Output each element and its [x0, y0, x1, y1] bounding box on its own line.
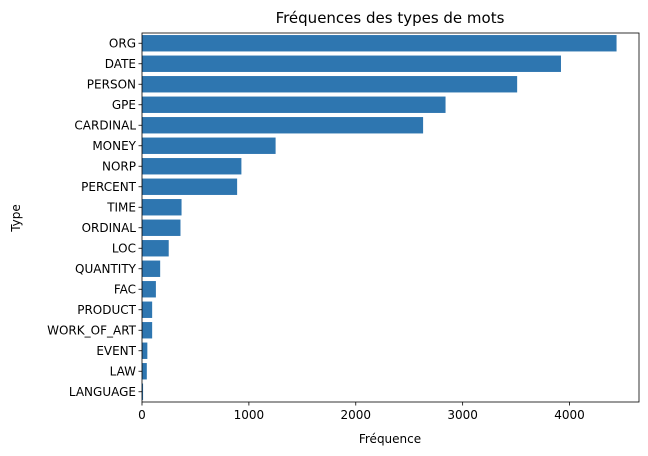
bar-percent [142, 178, 238, 195]
bar-norp [142, 158, 242, 175]
bar-time [142, 199, 182, 216]
y-tick-label-norp: NORP [102, 159, 136, 173]
bar-money [142, 137, 276, 154]
bar-event [142, 342, 148, 359]
bar-fac [142, 281, 156, 298]
x-axis-ticks: 0 1000 2000 3000 4000 [138, 402, 585, 422]
x-tick-label-0: 0 [138, 408, 146, 422]
bar-cardinal [142, 117, 424, 134]
bar-quantity [142, 260, 161, 277]
y-tick-label-fac: FAC [114, 282, 136, 296]
x-tick-label-4000: 4000 [554, 408, 585, 422]
y-tick-label-cardinal: CARDINAL [74, 118, 136, 132]
y-tick-label-ordinal: ORDINAL [82, 221, 137, 235]
bars-group [142, 35, 617, 400]
bar-language [142, 383, 144, 400]
y-tick-label-gpe: GPE [112, 98, 136, 112]
y-tick-label-person: PERSON [87, 77, 136, 91]
y-tick-label-org: ORG [109, 36, 136, 50]
bar-work-of-art [142, 322, 153, 339]
bar-gpe [142, 96, 446, 113]
y-tick-label-product: PRODUCT [77, 303, 136, 317]
x-tick-label-2000: 2000 [340, 408, 371, 422]
bar-org [142, 35, 617, 52]
bar-product [142, 301, 153, 318]
y-tick-label-work-of-art: WORK_OF_ART [47, 323, 137, 337]
bar-loc [142, 240, 169, 257]
plot-frame [141, 32, 640, 403]
y-tick-label-money: MONEY [92, 139, 136, 153]
y-tick-label-language: LANGUAGE [69, 385, 136, 399]
y-axis-label: Type [9, 204, 23, 233]
y-tick-label-quantity: QUANTITY [75, 262, 137, 276]
y-tick-label-time: TIME [106, 200, 136, 214]
x-tick-label-3000: 3000 [447, 408, 478, 422]
x-tick-label-1000: 1000 [234, 408, 265, 422]
y-tick-label-law: LAW [110, 364, 137, 378]
y-tick-label-date: DATE [105, 57, 136, 71]
y-tick-label-loc: LOC [112, 241, 136, 255]
chart-title: Fréquences des types de mots [276, 9, 505, 27]
y-tick-label-event: EVENT [96, 344, 136, 358]
y-axis-ticks: ORG DATE PERSON GPE CARDINAL MONEY NORP PERCENT… [47, 36, 142, 399]
bar-date [142, 55, 561, 72]
bar-ordinal [142, 219, 181, 236]
y-tick-label-percent: PERCENT [81, 180, 136, 194]
x-axis-label: Fréquence [359, 432, 421, 446]
bar-person [142, 76, 518, 93]
bar-law [142, 363, 147, 380]
